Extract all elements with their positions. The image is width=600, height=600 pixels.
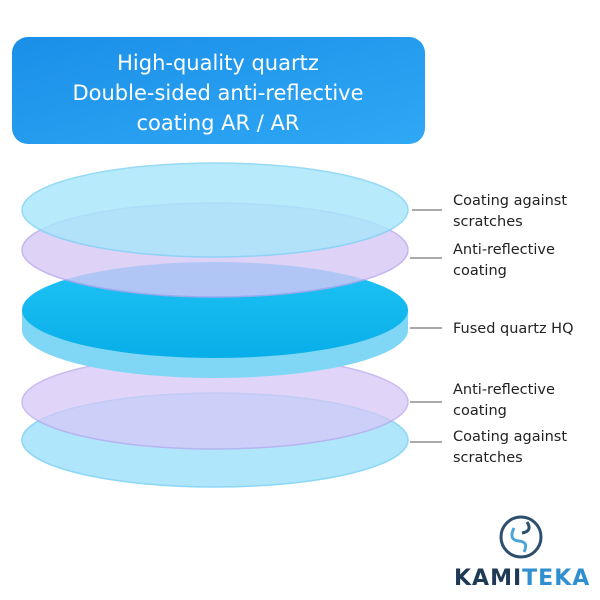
brand-part: TEKA [522, 566, 590, 591]
layer-label: scratches [453, 450, 523, 466]
brand-part: KAMI [454, 566, 522, 591]
title-box [12, 37, 425, 144]
layer-label: coating [453, 263, 507, 279]
layer-label: scratches [453, 214, 523, 230]
layer-label: Anti-reflective [453, 242, 555, 258]
layer-label: Coating against [453, 193, 567, 209]
layer-label: Fused quartz HQ [453, 321, 574, 337]
title-line: Double-sided anti-reflective [72, 81, 363, 105]
layer-label: coating [453, 403, 507, 419]
brand-name: KAMITEKA [454, 566, 590, 591]
layer-label: Coating against [453, 429, 567, 445]
brand-logo [499, 515, 543, 559]
layer-label: Anti-reflective [453, 382, 555, 398]
title-line: High-quality quartz [117, 51, 319, 75]
layer-scratch-top [21, 162, 409, 258]
title-line: coating AR / AR [137, 111, 300, 135]
